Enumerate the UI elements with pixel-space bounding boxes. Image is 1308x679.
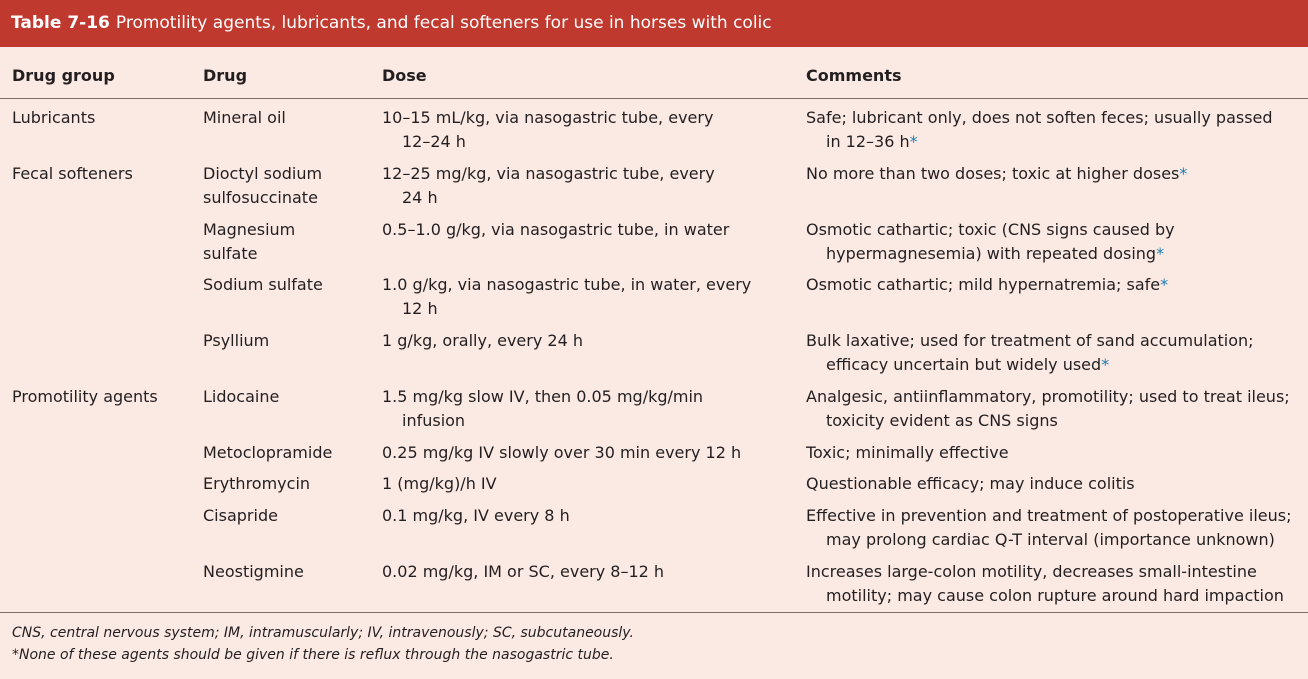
cell-dose-line: 12–24 h	[402, 132, 466, 151]
cell-comments-line: Bulk laxative; used for treatment of san…	[806, 331, 1254, 350]
footer-divider	[0, 612, 1308, 613]
footnote-abbreviations: CNS, central nervous system; IM, intramu…	[12, 625, 634, 641]
cell-drug-line: Mineral oil	[203, 108, 286, 127]
cell-dose-line: 24 h	[402, 188, 438, 207]
cell-drug-line: sulfate	[203, 244, 258, 263]
header-comments: Comments	[806, 66, 902, 85]
cell-dose-line: 1 g/kg, orally, every 24 h	[382, 331, 583, 350]
cell-drug-line: Metoclopramide	[203, 443, 333, 462]
header-row: Drug group Drug Dose Comments	[0, 58, 1308, 99]
cell-comments-line: Increases large-colon motility, decrease…	[806, 562, 1257, 581]
cell-dose-line: 12–25 mg/kg, via nasogastric tube, every	[382, 164, 715, 183]
cell-drug-group: Fecal softeners	[12, 164, 133, 183]
cell-dose-line: infusion	[402, 411, 466, 430]
cell-comments-line: Osmotic cathartic; toxic (CNS signs caus…	[806, 220, 1175, 239]
cell-dose-line: 10–15 mL/kg, via nasogastric tube, every	[382, 108, 714, 127]
footnote-reflux: *None of these agents should be given if…	[12, 647, 614, 663]
cell-comments-line: hypermagnesemia) with repeated dosing*	[826, 244, 1165, 263]
cell-comments-line: Analgesic, antiinflammatory, promotility…	[806, 387, 1290, 406]
table-caption: Promotility agents, lubricants, and feca…	[115, 13, 772, 33]
cell-drug-line: Cisapride	[203, 506, 278, 525]
cell-dose-line: 0.5–1.0 g/kg, via nasogastric tube, in w…	[382, 220, 730, 239]
cell-comments-line: motility; may cause colon rupture around…	[826, 586, 1284, 605]
cell-comments-line: Osmotic cathartic; mild hypernatremia; s…	[806, 275, 1169, 294]
cell-comments-line: may prolong cardiac Q-T interval (import…	[826, 530, 1275, 549]
header-drug-group: Drug group	[12, 66, 115, 85]
cell-comments-line: toxicity evident as CNS signs	[826, 411, 1058, 430]
footnote-asterisk: *	[1179, 164, 1188, 183]
cell-comments-line: Questionable efficacy; may induce coliti…	[806, 474, 1135, 493]
table-number: Table 7-16	[11, 13, 110, 33]
cell-drug-line: Psyllium	[203, 331, 270, 350]
header-drug: Drug	[203, 66, 248, 85]
cell-comments-line: efficacy uncertain but widely used*	[826, 355, 1110, 374]
cell-drug-line: Magnesium	[203, 220, 296, 239]
cell-drug-group: Lubricants	[12, 108, 96, 127]
cell-comments-line: in 12–36 h*	[826, 132, 918, 151]
cell-drug-line: Sodium sulfate	[203, 275, 323, 294]
cell-comments-line: Effective in prevention and treatment of…	[806, 506, 1292, 525]
cell-dose-line: 1.5 mg/kg slow IV, then 0.05 mg/kg/min	[382, 387, 704, 406]
cell-dose-line: 1 (mg/kg)/h IV	[382, 474, 497, 493]
cell-drug-group: Promotility agents	[12, 387, 158, 406]
cell-drug-line: Dioctyl sodium	[203, 164, 323, 183]
cell-dose-line: 12 h	[402, 299, 438, 318]
cell-drug-line: sulfosuccinate	[203, 188, 318, 207]
cell-dose-line: 0.25 mg/kg IV slowly over 30 min every 1…	[382, 443, 742, 462]
footnote-asterisk: *	[909, 132, 918, 151]
cell-dose-line: 1.0 g/kg, via nasogastric tube, in water…	[382, 275, 752, 294]
cell-comments-line: Safe; lubricant only, does not soften fe…	[806, 108, 1273, 127]
cell-comments-line: Toxic; minimally effective	[806, 443, 1009, 462]
cell-dose-line: 0.02 mg/kg, IM or SC, every 8–12 h	[382, 562, 665, 581]
cell-drug-line: Neostigmine	[203, 562, 304, 581]
footnote-asterisk: *	[1101, 355, 1110, 374]
cell-drug-line: Erythromycin	[203, 474, 311, 493]
header-dose: Dose	[382, 66, 427, 85]
table-title: Table 7-16 Promotility agents, lubricants…	[0, 0, 1308, 47]
cell-drug-line: Lidocaine	[203, 387, 280, 406]
cell-dose-line: 0.1 mg/kg, IV every 8 h	[382, 506, 570, 525]
footnote-asterisk: *	[1156, 244, 1165, 263]
footnote-asterisk: *	[1160, 275, 1169, 294]
cell-comments-line: No more than two doses; toxic at higher …	[806, 164, 1188, 183]
